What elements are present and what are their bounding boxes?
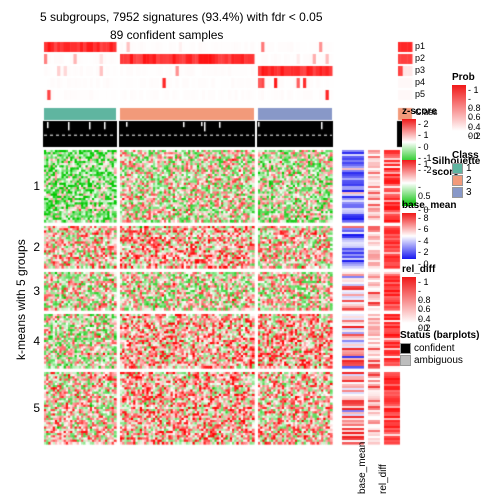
legend: Class123: [452, 150, 479, 198]
anno-label: p2: [415, 53, 425, 63]
anno-label: p3: [415, 65, 425, 75]
side-col-label: base_mean: [357, 442, 368, 494]
anno-label: p4: [415, 77, 425, 87]
row-number: 3: [26, 284, 40, 298]
row-number: 4: [26, 334, 40, 348]
legend: rel_diff- 1- 0.8- 0.6- 0.4- 0.2- 0: [402, 264, 435, 323]
legend: base_mean- 8- 6- 4- 2- 0: [402, 200, 456, 259]
side-col-label: rel_diff: [378, 464, 389, 494]
row-number: 2: [26, 240, 40, 254]
legend: Prob- 1- 0.8- 0.6- 0.4- 0.2- 0: [452, 72, 475, 131]
row-number: 5: [26, 401, 40, 415]
anno-label: p5: [415, 89, 425, 99]
anno-label: p1: [415, 41, 425, 51]
row-number: 1: [26, 179, 40, 193]
legend: Status (barplots)confidentambiguous: [400, 330, 479, 366]
